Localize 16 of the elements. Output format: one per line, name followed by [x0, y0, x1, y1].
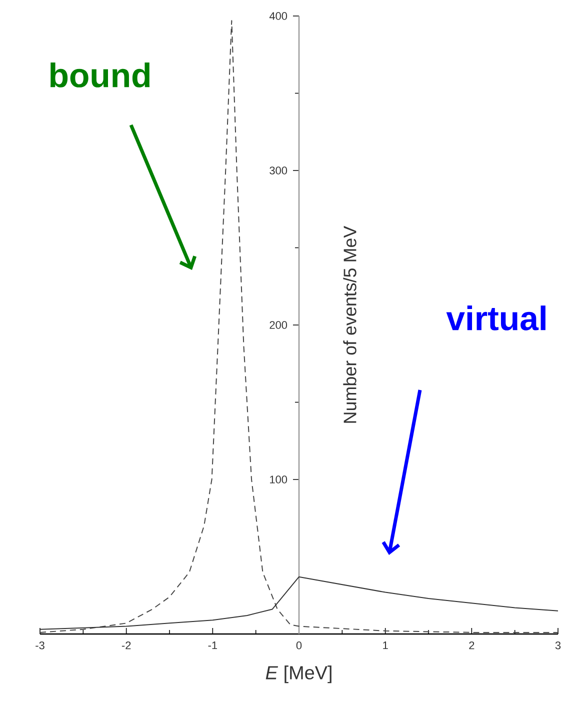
x-tick-label: 2 — [469, 642, 474, 650]
y-tick-label: 400 — [269, 12, 288, 20]
y-tick-label: 300 — [270, 166, 288, 174]
annotation: bound — [50, 62, 150, 88]
x-axis-title: E [MeV] — [266, 666, 332, 684]
x-tick-label: -2 — [122, 642, 131, 650]
x-tick-label: 3 — [555, 642, 561, 650]
x-tick-label: -1 — [208, 642, 218, 650]
line-series — [40, 20, 559, 633]
x-tick-label: 0 — [296, 642, 302, 650]
y-tick-label: 200 — [270, 321, 288, 329]
y-tick-label: 100 — [270, 476, 288, 484]
x-tick-label: 1 — [383, 642, 388, 650]
y-axis-title: Number of events/5 MeV — [343, 226, 356, 423]
annotation: virtual — [446, 306, 546, 330]
x-tick-label: -3 — [36, 642, 44, 650]
